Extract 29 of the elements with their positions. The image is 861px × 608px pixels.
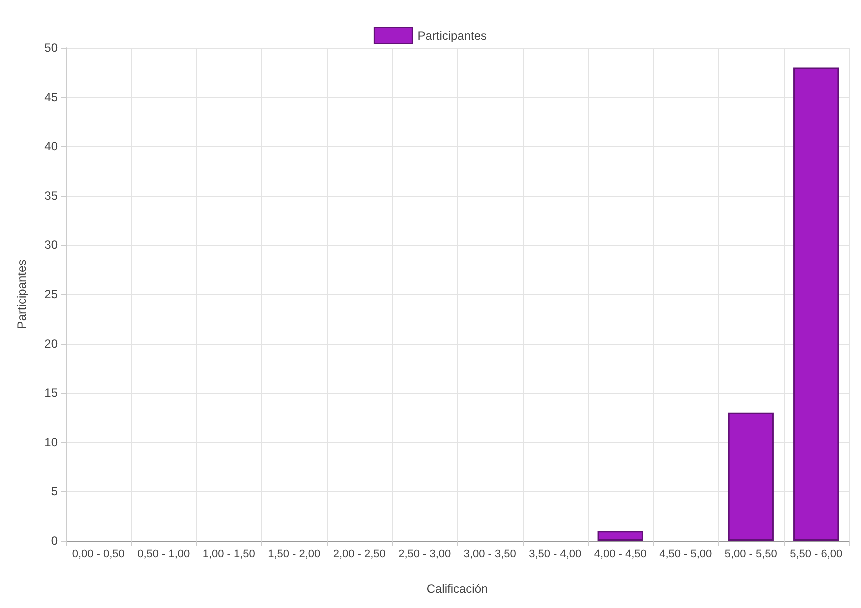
x-tick-label: 2,00 - 2,50 — [333, 548, 386, 560]
x-tick-label: 5,50 - 6,00 — [790, 548, 843, 560]
x-tick-label: 0,50 - 1,00 — [138, 548, 190, 560]
x-tick-label: 0,00 - 0,50 — [72, 548, 125, 560]
y-axis-title: Participantes — [15, 260, 29, 330]
y-tick-label: 5 — [51, 484, 58, 499]
bar — [794, 68, 840, 541]
bar — [598, 531, 644, 541]
y-tick-label: 35 — [44, 188, 58, 203]
x-axis-title: Calificación — [426, 582, 488, 596]
x-tick-label: 3,50 - 4,00 — [529, 548, 582, 560]
x-tick-label: 3,00 - 3,50 — [464, 548, 516, 560]
x-tick-label: 4,00 - 4,50 — [594, 548, 647, 560]
x-tick-label: 1,00 - 1,50 — [202, 548, 256, 560]
x-tick-label: 4,50 - 5,00 — [660, 548, 712, 560]
y-tick-label: 30 — [44, 238, 58, 252]
x-tick-label: 1,50 - 2,00 — [268, 548, 321, 560]
y-tick-label: 50 — [44, 41, 58, 55]
y-tick-label: 15 — [44, 386, 58, 400]
y-tick-label: 40 — [44, 140, 58, 154]
y-tick-label: 0 — [51, 534, 58, 548]
y-tick-label: 20 — [44, 336, 58, 351]
x-tick-label: 2,50 - 3,00 — [398, 548, 452, 560]
bar — [728, 412, 774, 541]
x-tick-label: 5,00 - 5,50 — [724, 548, 778, 560]
legend-label: Participantes — [418, 28, 488, 43]
y-tick-label: 10 — [44, 435, 58, 450]
y-tick-label: 45 — [44, 90, 58, 104]
y-tick-label: 25 — [44, 288, 58, 302]
